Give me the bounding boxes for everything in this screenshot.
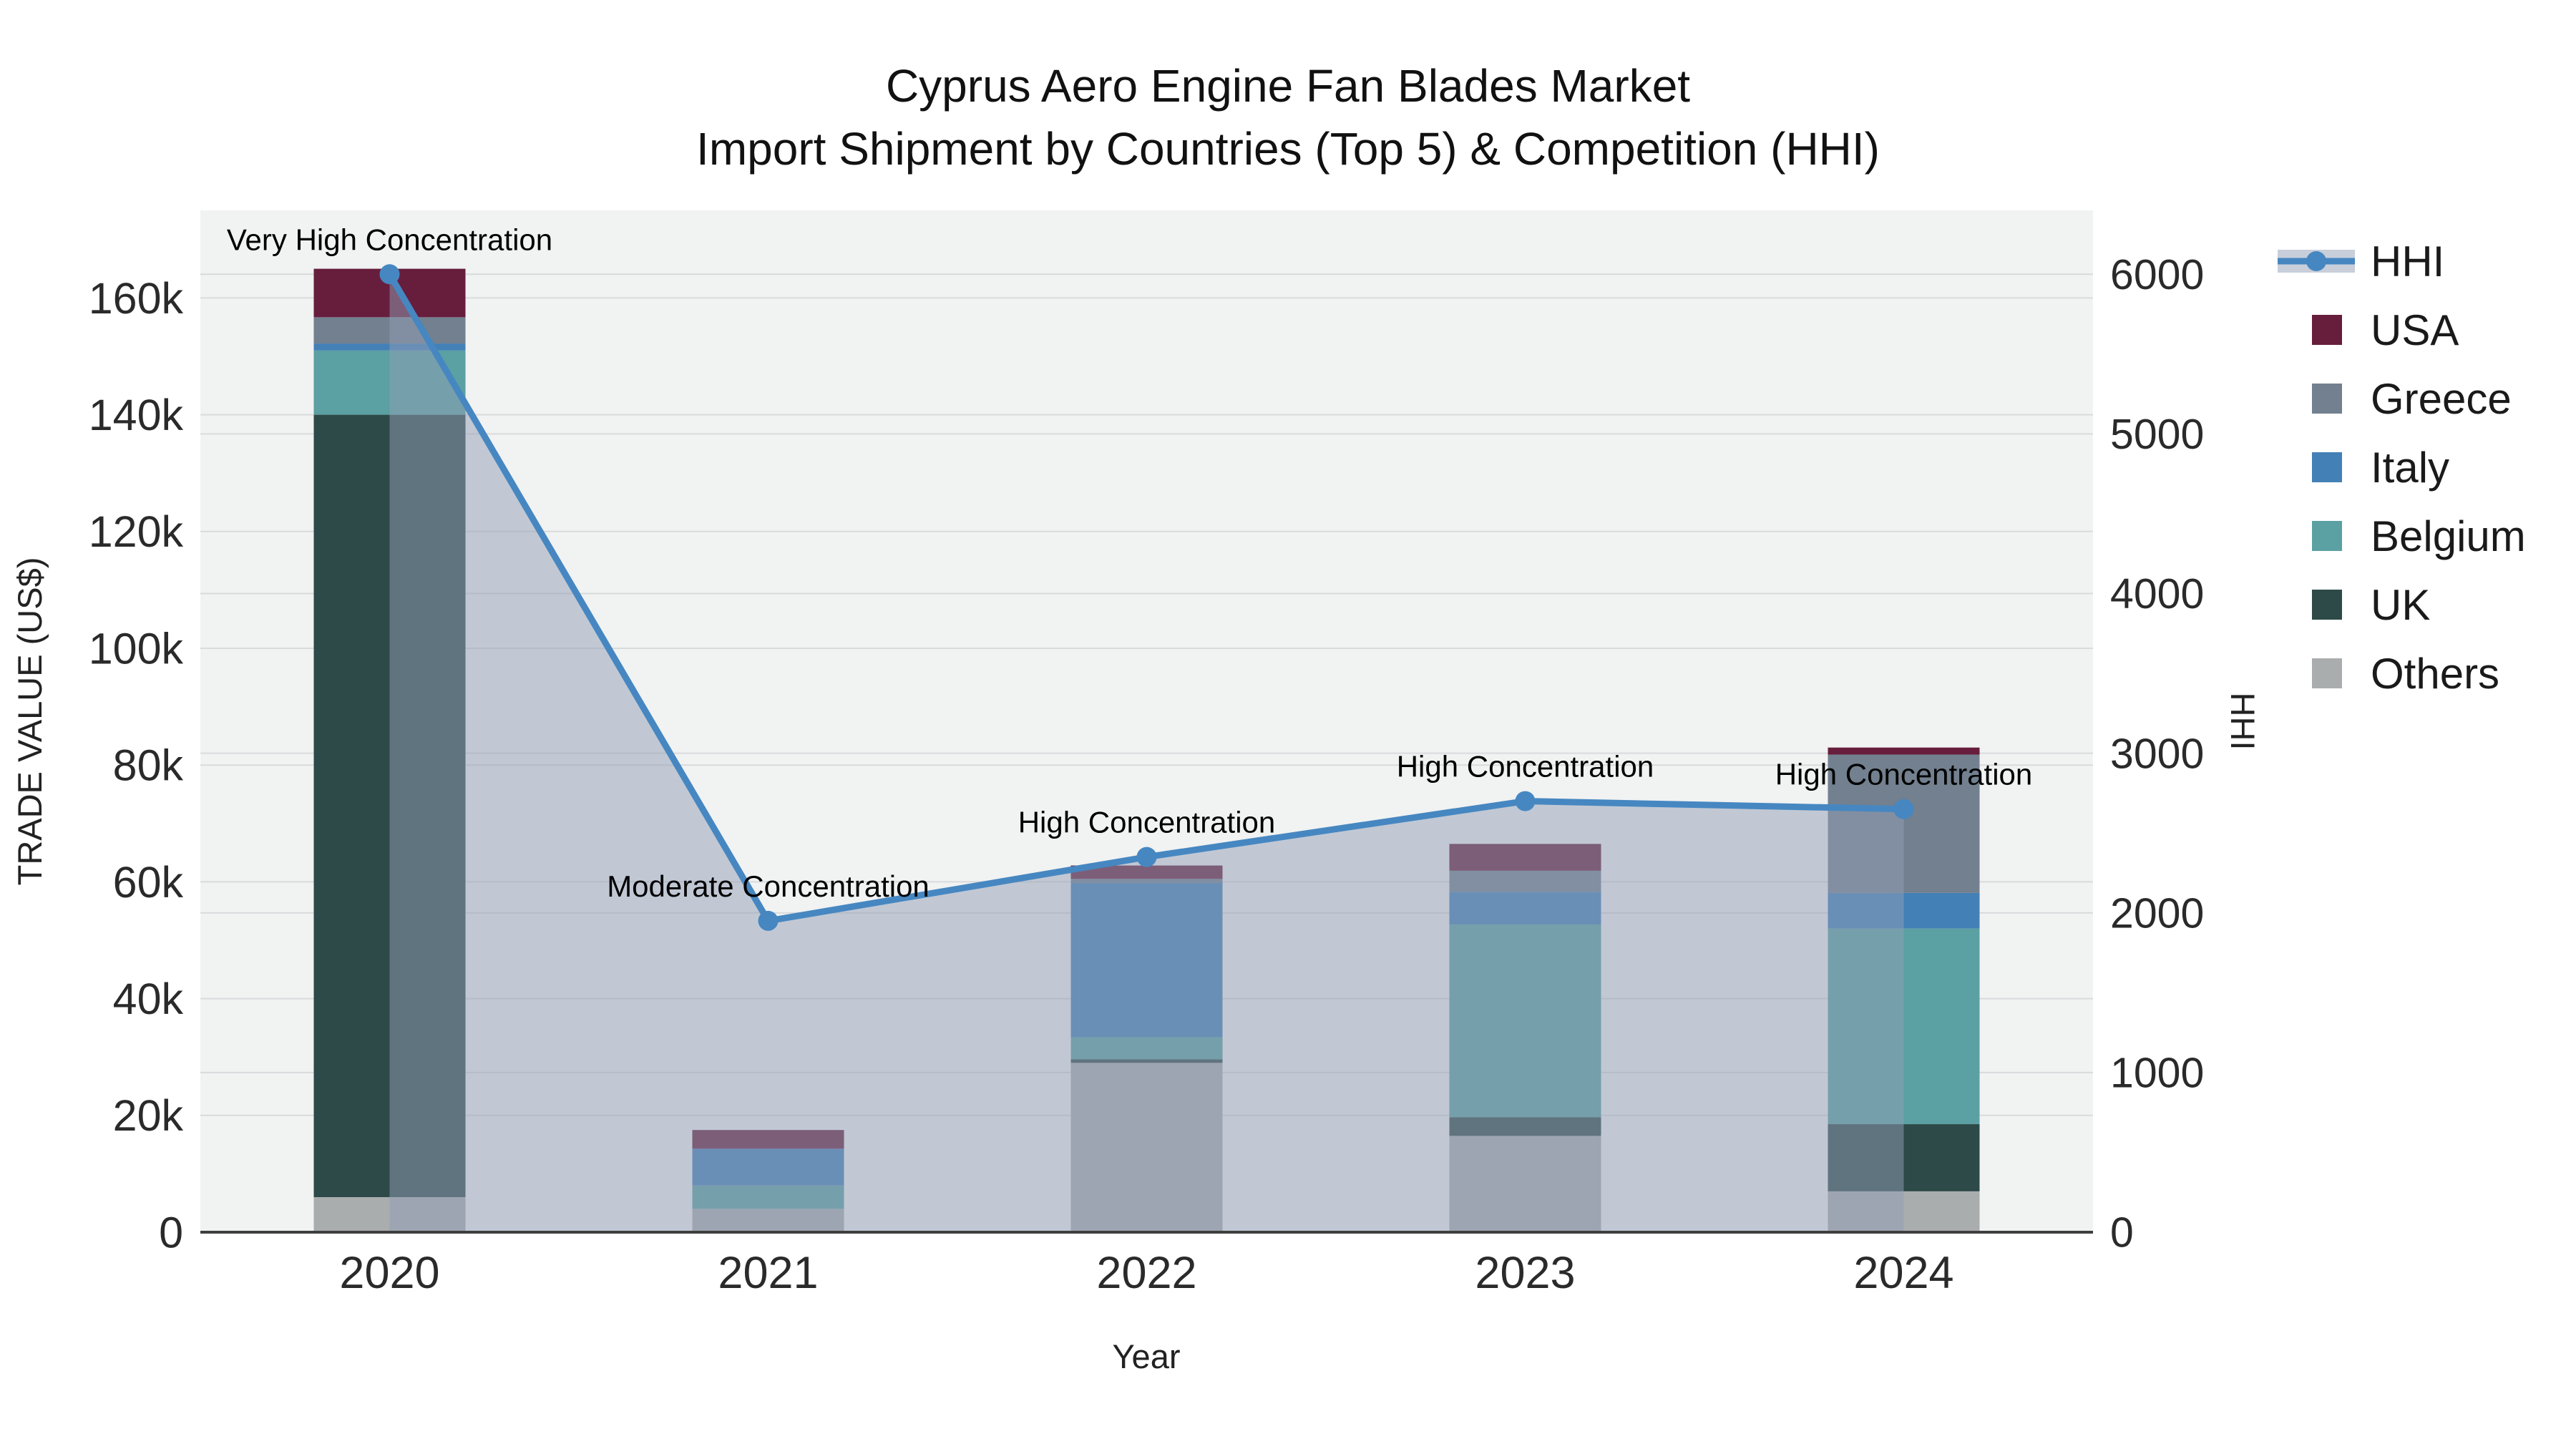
- x-axis-title: Year: [1113, 1337, 1181, 1375]
- y-right-tick-6000: 6000: [2110, 251, 2204, 298]
- hhi-area: [389, 274, 1904, 1232]
- legend-label-uk: UK: [2371, 581, 2430, 629]
- annotation-2021: Moderate Concentration: [607, 869, 930, 903]
- y-right-tick-3000: 3000: [2110, 730, 2204, 777]
- chart-title-line1: Cyprus Aero Engine Fan Blades Market: [886, 60, 1690, 112]
- bar-segment-usa-2024[interactable]: [1828, 747, 1980, 755]
- legend-item-italy[interactable]: Italy: [2312, 444, 2449, 492]
- y-left-axis-title: TRADE VALUE (US$): [11, 557, 49, 886]
- annotation-2024: High Concentration: [1775, 758, 2033, 791]
- legend-item-greece[interactable]: Greece: [2312, 375, 2512, 423]
- legend-item-uk[interactable]: UK: [2312, 581, 2430, 629]
- y-right-tick-5000: 5000: [2110, 411, 2204, 458]
- legend-label-italy: Italy: [2371, 444, 2449, 492]
- legend: HHI USA Greece Italy Belgium UK: [2278, 238, 2526, 698]
- y-right-tick-2000: 2000: [2110, 889, 2204, 937]
- y-left-tick-40k: 40k: [113, 975, 184, 1023]
- y-left-tick-100k: 100k: [89, 624, 184, 673]
- y-left-tick-160k: 160k: [89, 274, 184, 323]
- y-left-tick-120k: 120k: [89, 507, 184, 556]
- hhi-marker-2021[interactable]: [758, 910, 779, 931]
- hhi-marker-icon: [2306, 251, 2326, 271]
- y-right-axis-title: HHI: [2224, 693, 2262, 751]
- legend-item-hhi[interactable]: HHI: [2278, 238, 2444, 286]
- usa-swatch-icon: [2312, 315, 2342, 345]
- tick-labels: 0 20k 40k 60k 80k 100k 120k 140k 160k 0 1000 2000 30…: [89, 251, 2205, 1298]
- others-swatch-icon: [2312, 658, 2342, 688]
- legend-label-greece: Greece: [2371, 375, 2512, 423]
- hhi-marker-2023[interactable]: [1515, 791, 1536, 811]
- legend-label-belgium: Belgium: [2371, 512, 2526, 560]
- hhi-marker-2024[interactable]: [1893, 799, 1914, 819]
- y-left-tick-60k: 60k: [113, 858, 184, 907]
- x-tick-2023: 2023: [1475, 1248, 1575, 1298]
- legend-label-usa: USA: [2371, 306, 2459, 354]
- greece-swatch-icon: [2312, 384, 2342, 414]
- y-right-tick-0: 0: [2110, 1209, 2134, 1257]
- y-left-tick-20k: 20k: [113, 1091, 184, 1140]
- hhi-area-fill: [389, 274, 1904, 1232]
- x-tick-2022: 2022: [1096, 1248, 1196, 1298]
- belgium-swatch-icon: [2312, 521, 2342, 551]
- legend-label-others: Others: [2371, 650, 2499, 698]
- y-right-tick-1000: 1000: [2110, 1050, 2204, 1097]
- x-tick-2020: 2020: [339, 1248, 439, 1298]
- legend-item-usa[interactable]: USA: [2312, 306, 2459, 354]
- uk-swatch-icon: [2312, 590, 2342, 620]
- legend-label-hhi: HHI: [2371, 238, 2444, 286]
- y-left-tick-140k: 140k: [89, 391, 184, 439]
- hhi-line: [379, 264, 1914, 931]
- x-tick-2024: 2024: [1853, 1248, 1953, 1298]
- annotation-2020: Very High Concentration: [227, 223, 552, 256]
- hhi-marker-2020[interactable]: [379, 264, 400, 285]
- x-tick-2021: 2021: [718, 1248, 818, 1298]
- y-left-tick-80k: 80k: [113, 741, 184, 790]
- annotation-2022: High Concentration: [1018, 806, 1276, 839]
- legend-item-belgium[interactable]: Belgium: [2312, 512, 2526, 560]
- y-left-tick-0: 0: [159, 1208, 183, 1257]
- annotation-2023: High Concentration: [1397, 750, 1654, 784]
- annotations: Very High Concentration Moderate Concentr…: [227, 223, 2032, 903]
- y-right-tick-4000: 4000: [2110, 570, 2204, 618]
- chart-title-line2: Import Shipment by Countries (Top 5) & C…: [696, 123, 1880, 175]
- italy-swatch-icon: [2312, 452, 2342, 482]
- hhi-marker-2022[interactable]: [1136, 847, 1157, 867]
- legend-item-others[interactable]: Others: [2312, 650, 2499, 698]
